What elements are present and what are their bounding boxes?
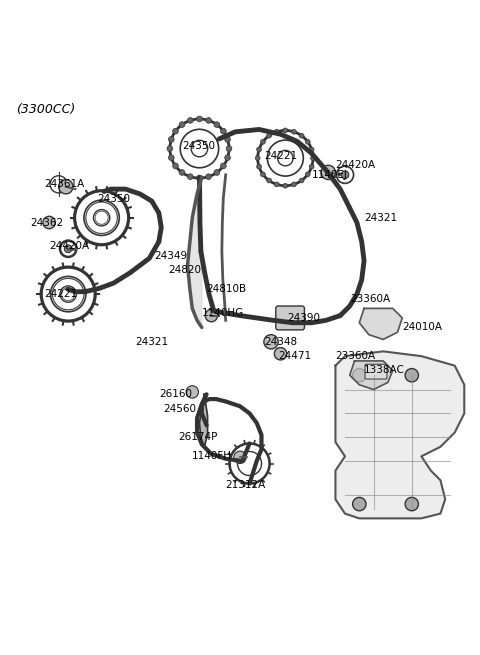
Circle shape xyxy=(261,172,265,177)
Text: 23360A: 23360A xyxy=(350,294,390,304)
Circle shape xyxy=(173,163,179,169)
Text: 1338AC: 1338AC xyxy=(364,365,405,375)
Polygon shape xyxy=(360,309,402,339)
Text: 24348: 24348 xyxy=(264,337,297,346)
Text: 23360A: 23360A xyxy=(336,351,375,361)
Circle shape xyxy=(220,163,226,169)
Circle shape xyxy=(168,136,174,142)
Circle shape xyxy=(321,165,336,179)
Circle shape xyxy=(205,309,217,322)
Circle shape xyxy=(291,130,296,134)
Circle shape xyxy=(275,348,287,360)
Circle shape xyxy=(220,128,226,134)
Polygon shape xyxy=(222,175,226,320)
Circle shape xyxy=(226,145,232,151)
Circle shape xyxy=(309,164,314,169)
Circle shape xyxy=(173,128,179,134)
Text: 24010A: 24010A xyxy=(402,322,442,333)
Text: 1140HG: 1140HG xyxy=(202,309,244,318)
Polygon shape xyxy=(350,361,393,390)
Circle shape xyxy=(283,183,288,188)
Circle shape xyxy=(255,156,260,160)
Circle shape xyxy=(59,179,73,194)
Text: 26174P: 26174P xyxy=(178,432,217,442)
Circle shape xyxy=(64,245,72,253)
Circle shape xyxy=(197,176,202,181)
Polygon shape xyxy=(336,351,464,518)
Circle shape xyxy=(305,140,310,144)
Text: 24471: 24471 xyxy=(278,351,312,361)
Text: 26160: 26160 xyxy=(159,389,192,400)
Circle shape xyxy=(299,178,304,183)
Circle shape xyxy=(257,164,262,169)
Circle shape xyxy=(311,156,315,160)
Circle shape xyxy=(43,216,55,229)
Text: 24820: 24820 xyxy=(168,265,202,275)
Text: 21312A: 21312A xyxy=(226,480,266,490)
Circle shape xyxy=(167,145,173,151)
Circle shape xyxy=(267,134,272,138)
Circle shape xyxy=(267,178,272,183)
Circle shape xyxy=(305,172,310,177)
Text: 24390: 24390 xyxy=(288,313,321,323)
Circle shape xyxy=(214,122,220,128)
Circle shape xyxy=(214,170,220,176)
Text: 24350: 24350 xyxy=(97,194,130,204)
Text: 24221: 24221 xyxy=(264,151,297,160)
Circle shape xyxy=(261,140,265,144)
Circle shape xyxy=(299,134,304,138)
Circle shape xyxy=(341,171,349,179)
Circle shape xyxy=(405,369,419,382)
Polygon shape xyxy=(188,177,202,328)
Circle shape xyxy=(186,386,199,398)
Circle shape xyxy=(197,116,202,122)
Text: 24349: 24349 xyxy=(154,251,187,261)
Circle shape xyxy=(353,369,366,382)
Text: 24420A: 24420A xyxy=(49,242,89,252)
Circle shape xyxy=(179,170,185,176)
Circle shape xyxy=(225,155,230,160)
Circle shape xyxy=(275,182,279,187)
Circle shape xyxy=(179,122,185,128)
Polygon shape xyxy=(199,394,207,447)
Circle shape xyxy=(309,147,314,152)
Text: 24321: 24321 xyxy=(364,213,397,223)
Circle shape xyxy=(291,182,296,187)
Text: 24362: 24362 xyxy=(30,217,63,227)
FancyBboxPatch shape xyxy=(365,364,387,379)
Text: (3300CC): (3300CC) xyxy=(16,103,75,116)
Circle shape xyxy=(225,136,230,142)
Circle shape xyxy=(353,497,366,511)
Circle shape xyxy=(257,147,262,152)
Text: 1140FH: 1140FH xyxy=(192,451,232,461)
Circle shape xyxy=(275,130,279,134)
Text: 1140EJ: 1140EJ xyxy=(312,170,348,179)
Circle shape xyxy=(234,451,246,464)
Text: 24321: 24321 xyxy=(135,337,168,346)
Text: 24810B: 24810B xyxy=(206,284,247,294)
Text: 24350: 24350 xyxy=(183,141,216,151)
Circle shape xyxy=(187,117,193,123)
Circle shape xyxy=(283,128,288,133)
Circle shape xyxy=(206,174,212,179)
Text: 24420A: 24420A xyxy=(336,160,375,170)
Circle shape xyxy=(187,174,193,179)
Circle shape xyxy=(405,497,419,511)
Text: 24221: 24221 xyxy=(44,289,77,299)
Circle shape xyxy=(206,117,212,123)
Text: 24361A: 24361A xyxy=(44,179,84,189)
Circle shape xyxy=(264,335,278,349)
Circle shape xyxy=(168,155,174,160)
FancyBboxPatch shape xyxy=(276,306,304,330)
Text: 24560: 24560 xyxy=(164,403,197,413)
